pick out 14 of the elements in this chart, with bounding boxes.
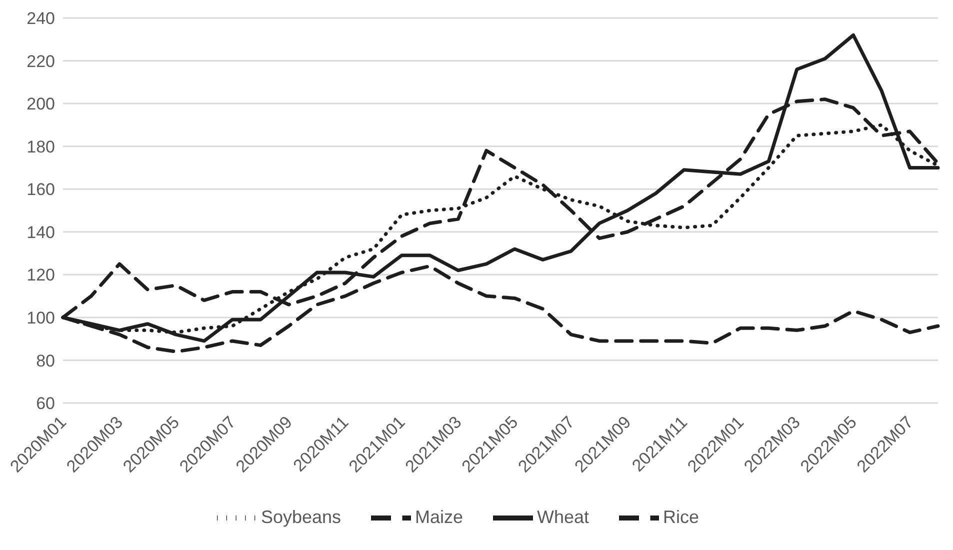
- y-tick-label: 100: [26, 308, 55, 328]
- y-tick-label: 220: [26, 52, 55, 71]
- legend-label: Maize: [415, 506, 464, 527]
- y-tick-label: 180: [26, 137, 55, 156]
- y-tick-label: 240: [26, 9, 55, 28]
- y-tick-label: 80: [36, 351, 55, 370]
- y-tick-label: 140: [26, 222, 55, 242]
- legend-label: Soybeans: [260, 506, 341, 527]
- y-tick-label: 120: [26, 266, 55, 285]
- legend-label: Rice: [663, 506, 700, 527]
- legend-label: Wheat: [537, 506, 590, 527]
- y-tick-label: 160: [26, 180, 55, 200]
- y-tick-label: 200: [26, 94, 55, 114]
- y-tick-label: 60: [36, 394, 55, 414]
